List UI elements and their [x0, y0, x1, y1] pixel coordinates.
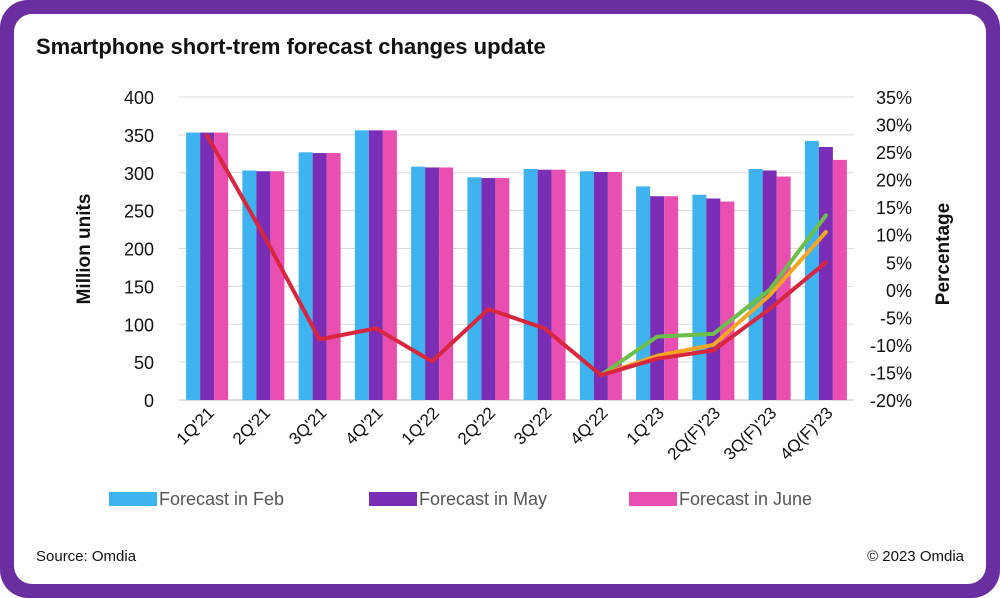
legend-swatch	[369, 492, 417, 506]
y-axis-title: Million units	[74, 194, 95, 305]
y2-tick-label: 30%	[876, 116, 912, 136]
bar-forecast-in-feb	[411, 166, 426, 400]
bar-forecast-in-feb	[467, 177, 482, 400]
y-tick-label: 0	[144, 391, 154, 411]
y-tick-label: 150	[124, 277, 154, 297]
bar-forecast-in-june	[607, 171, 622, 400]
bar-forecast-in-june	[551, 169, 566, 400]
bar-forecast-in-feb	[579, 171, 594, 400]
bar-forecast-in-may	[481, 178, 496, 400]
legend-label: Forecast in June	[679, 489, 812, 509]
bar-forecast-in-feb	[523, 168, 538, 400]
bar-forecast-in-june	[495, 178, 510, 400]
bar-forecast-in-may	[537, 169, 552, 400]
x-tick-label: 1Q'21	[173, 403, 218, 448]
bar-forecast-in-feb	[692, 194, 707, 400]
y2-tick-label: -5%	[880, 308, 912, 328]
y2-tick-label: -15%	[870, 363, 912, 383]
chart-panel: Smartphone short-trem forecast changes u…	[14, 14, 986, 584]
y2-tick-label: -20%	[870, 391, 912, 411]
y-tick-label: 300	[124, 164, 154, 184]
bar-forecast-in-feb	[242, 170, 257, 400]
bar-forecast-in-june	[326, 153, 341, 400]
y2-tick-label: 20%	[876, 171, 912, 191]
bar-forecast-in-may	[818, 146, 833, 400]
bar-forecast-in-feb	[804, 140, 819, 400]
bar-forecast-in-may	[312, 153, 327, 400]
bar-forecast-in-june	[214, 132, 229, 400]
y2-tick-label: 0%	[886, 281, 912, 301]
bar-forecast-in-june	[832, 159, 847, 400]
bar-forecast-in-may	[706, 198, 721, 400]
bar-forecast-in-may	[650, 196, 665, 400]
x-tick-label: 2Q(F)'23	[664, 403, 724, 463]
bar-forecast-in-june	[382, 130, 397, 400]
bar-forecast-in-june	[270, 171, 285, 400]
y-tick-label: 100	[124, 315, 154, 335]
x-tick-label: 1Q'23	[623, 403, 668, 448]
legend-label: Forecast in May	[419, 489, 547, 509]
bar-forecast-in-may	[256, 171, 271, 400]
bar-forecast-in-feb	[354, 130, 369, 400]
bar-forecast-in-june	[720, 201, 735, 400]
y-tick-label: 350	[124, 126, 154, 146]
legend-swatch	[109, 492, 157, 506]
x-tick-label: 3Q'22	[510, 403, 555, 448]
x-tick-label: 3Q'21	[285, 403, 330, 448]
bar-forecast-in-feb	[636, 186, 651, 400]
bar-forecast-in-feb	[186, 132, 201, 400]
chart-svg: 0 50 100 150 200 250 300 350 400 -20% -15% -10% -5% 0…	[74, 88, 954, 509]
x-tick-label: 2Q'22	[454, 403, 499, 448]
y2-axis-title: Percentage	[933, 203, 954, 305]
legend-label: Forecast in Feb	[159, 489, 284, 509]
x-tick-label: 3Q(F)'23	[720, 403, 780, 463]
y-tick-label: 200	[124, 240, 154, 260]
bar-forecast-in-feb	[748, 168, 763, 400]
y2-tick-label: -10%	[870, 336, 912, 356]
line-series-0	[205, 133, 828, 378]
bar-forecast-in-june	[664, 196, 679, 400]
y2-tick-label: 5%	[886, 253, 912, 273]
bar-forecast-in-may	[368, 130, 383, 400]
x-tick-label: 2Q'21	[229, 403, 274, 448]
bar-forecast-in-may	[425, 167, 440, 400]
y2-tick-label: 25%	[876, 143, 912, 163]
x-tick-label: 4Q'21	[342, 403, 387, 448]
legend-swatch	[629, 492, 677, 506]
y-tick-label: 50	[134, 353, 154, 373]
y2-tick-label: 10%	[876, 226, 912, 246]
line-series-2	[598, 213, 828, 378]
copyright-note: © 2023 Omdia	[867, 548, 964, 565]
bar-forecast-in-june	[439, 167, 454, 400]
y-tick-label: 400	[124, 88, 154, 108]
bar-forecast-in-june	[776, 176, 791, 400]
y2-tick-label: 35%	[876, 88, 912, 108]
x-tick-label: 1Q'22	[398, 403, 443, 448]
source-note: Source: Omdia	[36, 548, 137, 565]
x-tick-label: 4Q'22	[567, 403, 612, 448]
bar-forecast-in-may	[593, 171, 608, 400]
bar-forecast-in-may	[200, 132, 215, 400]
bar-forecast-in-feb	[298, 152, 313, 400]
bar-forecast-in-may	[762, 170, 777, 400]
x-tick-label: 4Q(F)'23	[776, 403, 836, 463]
y-tick-label: 250	[124, 202, 154, 222]
y2-tick-label: 15%	[876, 198, 912, 218]
chart-title: Smartphone short-trem forecast changes u…	[36, 34, 546, 59]
